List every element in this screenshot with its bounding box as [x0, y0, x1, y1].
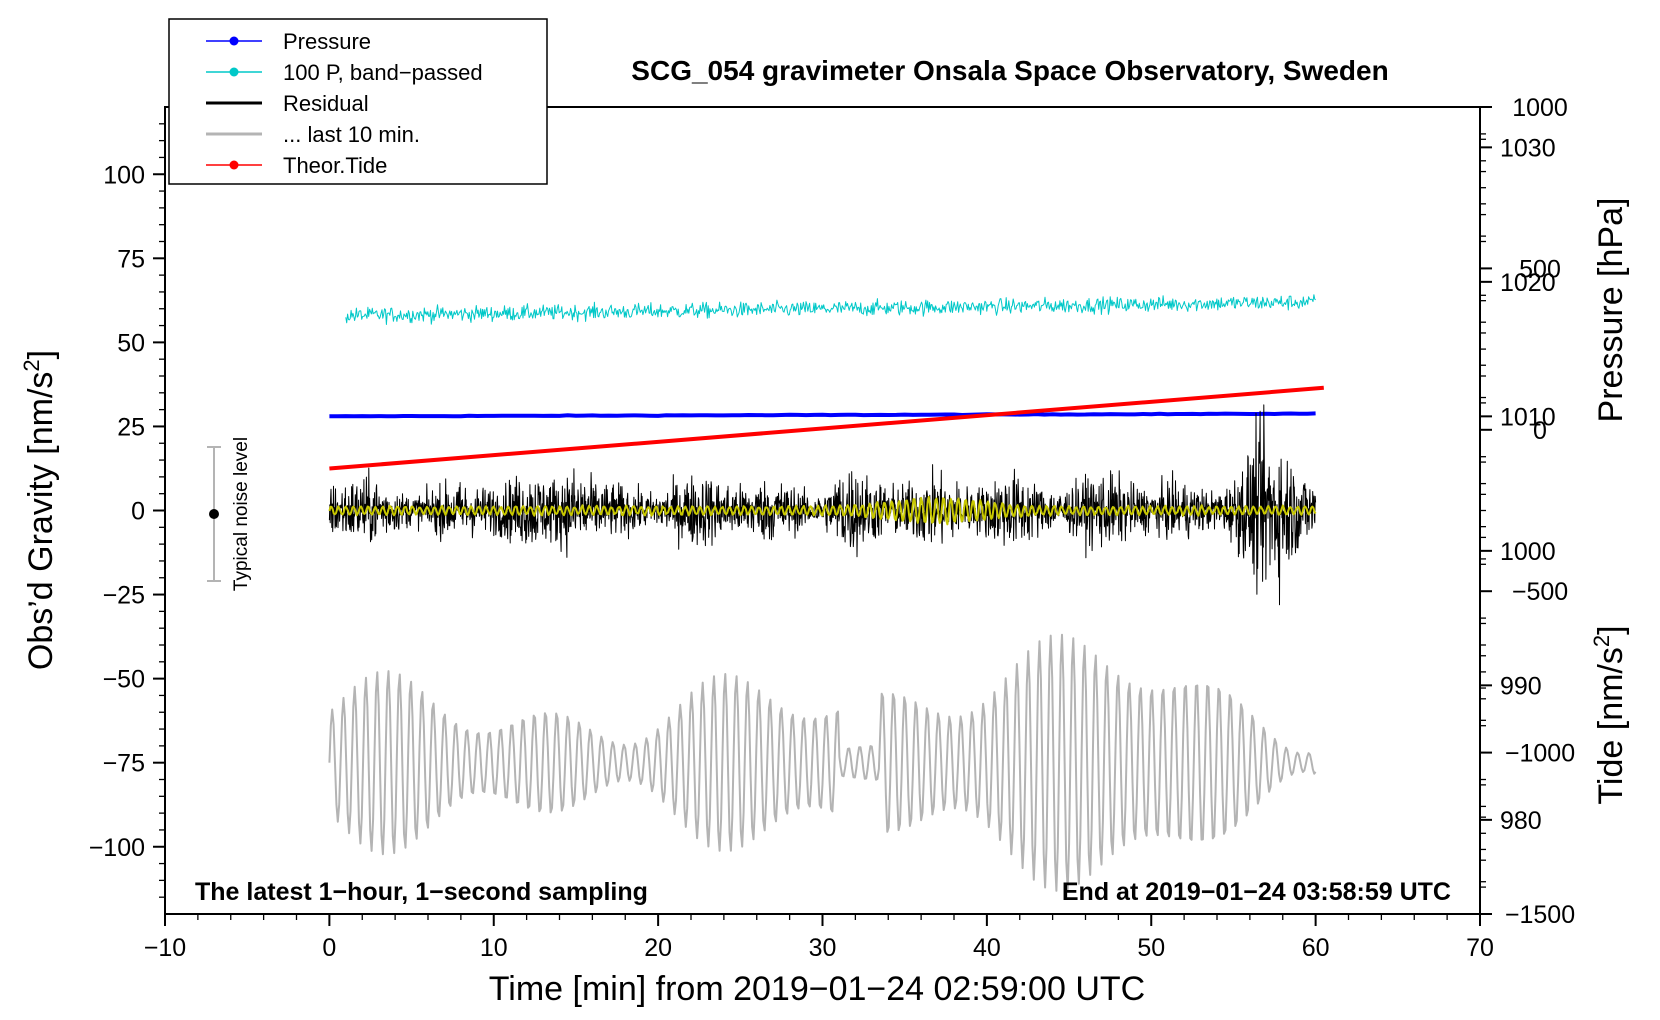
y-tide-tick-label: −1500 — [1505, 901, 1575, 929]
x-tick-label: 20 — [644, 934, 672, 962]
y-pressure-axis-label: Pressure [hPa] — [1592, 198, 1630, 423]
x-tick-label: 70 — [1466, 934, 1494, 962]
noise-level-label: Typical noise level — [231, 437, 252, 591]
series-residual-smoothed — [328, 496, 1317, 526]
y-pressure-axis-ticks: 1030 1020 1010 1000 990 980 — [1480, 106, 1556, 888]
y-left-tick-label: −75 — [103, 750, 145, 778]
y-left-tick-label: 0 — [131, 498, 145, 526]
y-pressure-tick-label: 1030 — [1500, 134, 1556, 162]
x-axis-ticks: −10 0 10 20 30 40 50 60 70 — [144, 914, 1494, 962]
y-pressure-tick-label: 980 — [1500, 807, 1542, 835]
y-left-axis-label: Obs’d Gravity [nm/s2] — [19, 350, 60, 670]
noise-level-dot — [209, 509, 219, 519]
series--last-10-min — [328, 633, 1317, 892]
y-tide-tick-label: −500 — [1512, 578, 1568, 606]
legend-label: Theor.Tide — [283, 153, 387, 178]
legend-marker — [229, 160, 239, 170]
y-left-tick-label: −25 — [103, 582, 145, 610]
legend-label: Pressure — [283, 29, 371, 54]
y-left-tick-label: 25 — [117, 413, 145, 441]
y-left-tick-label: −50 — [103, 666, 145, 694]
y-left-tick-label: −100 — [89, 834, 145, 862]
y-pressure-tick-label: 1020 — [1500, 269, 1556, 297]
annotation-bottom-right: End at 2019−01−24 03:58:59 UTC — [1062, 878, 1451, 906]
legend-label: Residual — [283, 91, 369, 116]
y-left-tick-label: 75 — [117, 245, 145, 273]
annotation-bottom-left: The latest 1−hour, 1−second sampling — [195, 878, 648, 906]
x-tick-label: 10 — [480, 934, 508, 962]
y-tide-tick-label: 1000 — [1512, 94, 1568, 122]
chart-title: SCG_054 gravimeter Onsala Space Observat… — [631, 55, 1388, 86]
x-tick-label: 60 — [1302, 934, 1330, 962]
y-pressure-tick-label: 1010 — [1500, 403, 1556, 431]
x-tick-label: −10 — [144, 934, 186, 962]
series-pressure — [329, 411, 1316, 419]
series-residual — [328, 404, 1317, 606]
y-left-tick-label: 100 — [103, 161, 145, 189]
y-pressure-tick-label: 1000 — [1500, 538, 1556, 566]
legend-label: 100 P, band−passed — [283, 60, 483, 85]
y-tide-axis-label: Tide [nm/s2] — [1589, 625, 1630, 804]
legend-box — [168, 18, 548, 185]
y-tide-axis-ticks: 1000 500 0 −500 −1000 −1500 — [1480, 94, 1575, 929]
series-layer — [328, 294, 1324, 892]
y-pressure-tick-label: 990 — [1500, 672, 1542, 700]
legend-marker — [229, 67, 239, 77]
series-theor-tide — [329, 385, 1324, 471]
legend-label: ... last 10 min. — [283, 122, 420, 147]
noise-level-indicator: Typical noise level — [207, 437, 252, 591]
y-tide-tick-label: −1000 — [1505, 740, 1575, 768]
series-100-p-band-passed — [345, 294, 1316, 325]
y-tide-tick-label: 500 — [1519, 255, 1561, 283]
y-left-axis-ticks: 100 75 50 25 0 −25 −50 −75 −100 — [89, 123, 165, 898]
x-axis-label: Time [min] from 2019−01−24 02:59:00 UTC — [489, 970, 1145, 1008]
legend: Pressure 100 P, band−passed Residual ... la… — [168, 18, 548, 185]
x-tick-label: 40 — [973, 934, 1001, 962]
y-left-tick-label: 50 — [117, 329, 145, 357]
x-tick-label: 50 — [1137, 934, 1165, 962]
x-tick-label: 30 — [809, 934, 837, 962]
y-tide-tick-label: 0 — [1533, 417, 1547, 445]
legend-marker — [229, 36, 239, 46]
x-tick-label: 0 — [322, 934, 336, 962]
